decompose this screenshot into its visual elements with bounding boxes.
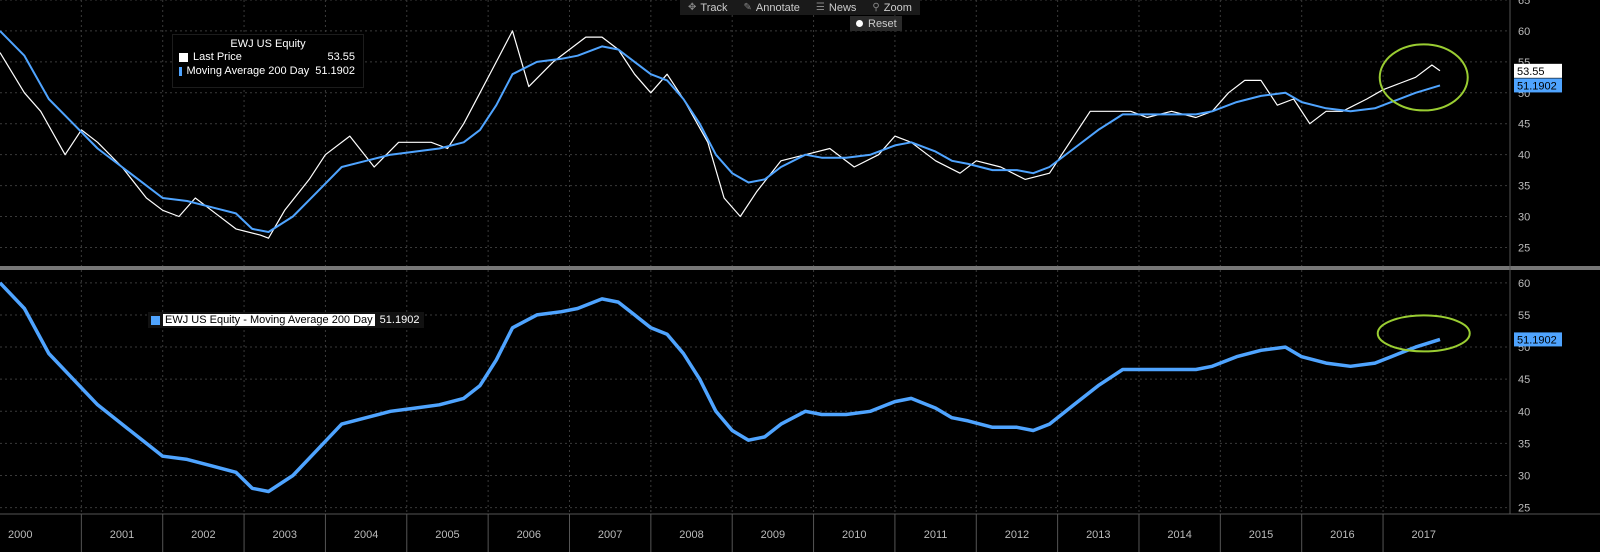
x-tick-label: 2001 [110, 529, 134, 541]
y-tick-label: 30 [1518, 470, 1530, 482]
bottom-legend[interactable]: EWJ US Equity - Moving Average 200 Day 5… [148, 312, 425, 328]
y-tick-label: 25 [1518, 503, 1530, 515]
track-button[interactable]: ✥ Track [680, 0, 735, 15]
chart-toolbar: ✥ Track ✎ Annotate ☰ News ⚲ Zoom [680, 0, 920, 15]
y-tick-label: 65 [1518, 0, 1530, 7]
y-tick-label: 45 [1518, 119, 1530, 131]
legend-title: EWJ US Equity [230, 38, 306, 50]
y-tick-label: 60 [1518, 26, 1530, 38]
x-tick-label: 2017 [1411, 529, 1435, 541]
y-tick-label: 40 [1518, 406, 1530, 418]
legend-name: Last Price [193, 51, 242, 63]
series-lines [0, 30, 1441, 494]
zoom-label: Zoom [883, 1, 912, 14]
last-value-tag [1514, 78, 1562, 93]
moving-average-line [0, 30, 1441, 233]
x-tick-label: 2005 [435, 529, 459, 541]
x-tick-label: 2002 [191, 529, 215, 541]
annotate-button[interactable]: ✎ Annotate [735, 0, 807, 15]
y-tick-label: 55 [1518, 310, 1530, 322]
y-tick-label: 30 [1518, 212, 1530, 224]
x-tick-label: 2009 [761, 529, 785, 541]
legend-swatch [151, 315, 160, 325]
y-tick-label: 60 [1518, 278, 1530, 290]
x-tick-label: 2014 [1167, 529, 1191, 541]
last-value-tag [1514, 63, 1562, 78]
news-icon: ☰ [815, 1, 825, 13]
y-tick-label: 40 [1518, 150, 1530, 162]
panel-divider [0, 266, 1600, 270]
legend-item-last-price[interactable]: Last Price 53.55 [173, 50, 363, 64]
x-tick-label: 2016 [1330, 529, 1354, 541]
annotate-label: Annotate [755, 1, 800, 14]
x-tick-label: 2004 [354, 529, 378, 541]
legend-value: 51.1902 [315, 65, 355, 77]
zoom-button[interactable]: ⚲ Zoom [864, 0, 919, 15]
last-value-label: 51.1902 [1517, 80, 1557, 92]
x-tick-label: 2000 [8, 529, 32, 541]
x-tick-label: 2012 [1005, 529, 1029, 541]
last-value-label: 51.1902 [1517, 334, 1557, 346]
moving-average-line [0, 281, 1441, 494]
last-price-line [0, 30, 1441, 239]
top-legend[interactable]: EWJ US Equity Last Price 53.55 Moving Av… [172, 34, 364, 88]
y-tick-label: 35 [1518, 438, 1530, 450]
highlight-ellipse [1378, 43, 1469, 112]
legend-item-moving-average[interactable]: Moving Average 200 Day 51.1902 [173, 64, 363, 78]
track-label: Track [700, 1, 728, 14]
legend-swatch [179, 66, 182, 76]
x-tick-label: 2013 [1086, 529, 1110, 541]
bottom-panel-grid [0, 270, 1510, 514]
x-tick-label: 2015 [1249, 529, 1273, 541]
legend-name: Moving Average 200 Day [186, 65, 310, 77]
y-tick-label: 35 [1518, 181, 1530, 193]
radio-dot-icon [856, 20, 863, 27]
x-tick-label: 2010 [842, 529, 866, 541]
last-value-tag [1514, 332, 1562, 347]
crosshair-icon: ✥ [688, 1, 697, 13]
legend-value: 53.55 [327, 51, 355, 63]
highlight-ellipse [1376, 314, 1471, 353]
x-tick-label: 2011 [924, 529, 948, 541]
legend-value: 51.1902 [379, 314, 420, 326]
news-label: News [828, 1, 857, 14]
legend-swatch [179, 52, 188, 62]
reset-button[interactable]: Reset [850, 16, 902, 31]
y-tick-label: 25 [1518, 242, 1530, 254]
x-tick-label: 2003 [273, 529, 297, 541]
magnifier-icon: ⚲ [872, 1, 880, 13]
legend-name: EWJ US Equity - Moving Average 200 Day [163, 314, 375, 326]
x-tick-label: 2007 [598, 529, 622, 541]
news-button[interactable]: ☰ News [808, 0, 864, 15]
x-tick-label: 2008 [679, 529, 703, 541]
x-tick-label: 2006 [517, 529, 541, 541]
last-value-label: 53.55 [1517, 66, 1545, 78]
pencil-icon: ✎ [743, 1, 752, 13]
reset-label: Reset [868, 17, 897, 30]
annotations [1376, 43, 1471, 353]
y-tick-label: 45 [1518, 374, 1530, 386]
